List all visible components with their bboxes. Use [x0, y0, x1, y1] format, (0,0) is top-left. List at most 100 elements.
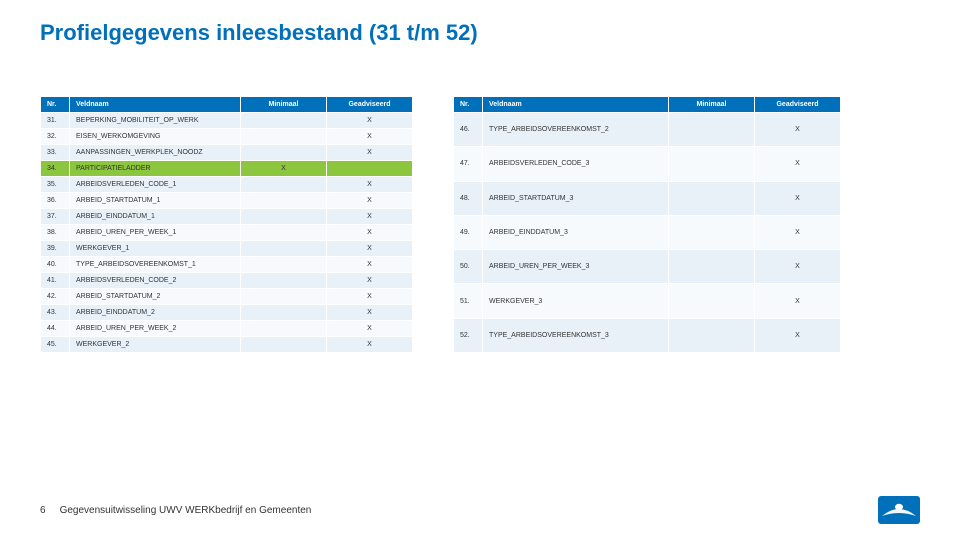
cell-name: WERKGEVER_3: [483, 284, 668, 317]
cell-adv: X: [755, 319, 840, 352]
table-row: 49.ARBEID_EINDDATUM_3X: [454, 216, 840, 249]
cell-nr: 43.: [41, 305, 69, 320]
cell-nr: 41.: [41, 273, 69, 288]
footer-text: Gegevensuitwisseling UWV WERKbedrijf en …: [60, 505, 312, 516]
cell-nr: 50.: [454, 250, 482, 283]
cell-name: TYPE_ARBEIDSOVEREENKOMST_3: [483, 319, 668, 352]
table-row: 36.ARBEID_STARTDATUM_1 X: [41, 193, 412, 208]
cell-name: ARBEIDSVERLEDEN_CODE_3: [483, 147, 668, 180]
cell-adv: X: [327, 145, 412, 160]
cell-min: [241, 209, 326, 224]
table-row: 41.ARBEIDSVERLEDEN_CODE_2 X: [41, 273, 412, 288]
footer: 6 Gegevensuitwisseling UWV WERKbedrijf e…: [40, 496, 920, 524]
table-row: 38.ARBEID_UREN_PER_WEEK_1 X: [41, 225, 412, 240]
cell-adv: X: [755, 182, 840, 215]
cell-min: [241, 113, 326, 128]
cell-name: ARBEID_UREN_PER_WEEK_1: [70, 225, 240, 240]
table-row: 42.ARBEID_STARTDATUM_2X: [41, 289, 412, 304]
cell-min: X: [241, 161, 326, 176]
cell-adv: X: [327, 129, 412, 144]
cell-min: [669, 284, 754, 317]
cell-nr: 52.: [454, 319, 482, 352]
cell-nr: 44.: [41, 321, 69, 336]
table-row: 51.WERKGEVER_3 X: [454, 284, 840, 317]
cell-adv: X: [327, 209, 412, 224]
cell-name: EISEN_WERKOMGEVING: [70, 129, 240, 144]
cell-adv: X: [755, 147, 840, 180]
cell-adv: [327, 161, 412, 176]
table-row: 33.AANPASSINGEN_WERKPLEK_NOODZX: [41, 145, 412, 160]
cell-min: [241, 225, 326, 240]
table-row: 47.ARBEIDSVERLEDEN_CODE_3 X: [454, 147, 840, 180]
cell-nr: 37.: [41, 209, 69, 224]
table-row: 50.ARBEID_UREN_PER_WEEK_3X: [454, 250, 840, 283]
cell-min: [241, 305, 326, 320]
cell-nr: 51.: [454, 284, 482, 317]
cell-min: [241, 193, 326, 208]
cell-adv: X: [327, 113, 412, 128]
cell-nr: 47.: [454, 147, 482, 180]
cell-adv: X: [327, 337, 412, 352]
col-name: Veldnaam: [483, 97, 668, 112]
col-adv: Geadviseerd: [755, 97, 840, 112]
cell-nr: 40.: [41, 257, 69, 272]
cell-nr: 38.: [41, 225, 69, 240]
table-row: 46.TYPE_ARBEIDSOVEREENKOMST_2 X: [454, 113, 840, 146]
cell-name: ARBEID_EINDDATUM_1: [70, 209, 240, 224]
cell-name: ARBEIDSVERLEDEN_CODE_1: [70, 177, 240, 192]
cell-min: [669, 147, 754, 180]
table-row: 40.TYPE_ARBEIDSOVEREENKOMST_1 X: [41, 257, 412, 272]
cell-adv: X: [755, 284, 840, 317]
cell-adv: X: [327, 321, 412, 336]
fields-table-left: Nr. Veldnaam Minimaal Geadviseerd 31.BEP…: [40, 96, 413, 353]
cell-min: [241, 289, 326, 304]
cell-name: ARBEID_UREN_PER_WEEK_3: [483, 250, 668, 283]
cell-min: [241, 241, 326, 256]
uwv-logo-icon: [878, 496, 920, 524]
cell-min: [669, 250, 754, 283]
cell-min: [669, 319, 754, 352]
cell-nr: 49.: [454, 216, 482, 249]
cell-min: [669, 182, 754, 215]
cell-name: PARTICIPATIELADDER: [70, 161, 240, 176]
cell-adv: X: [327, 257, 412, 272]
cell-adv: X: [755, 113, 840, 146]
cell-name: TYPE_ARBEIDSOVEREENKOMST_1: [70, 257, 240, 272]
cell-name: TYPE_ARBEIDSOVEREENKOMST_2: [483, 113, 668, 146]
cell-name: WERKGEVER_1: [70, 241, 240, 256]
table-row: 34.PARTICIPATIELADDERX: [41, 161, 412, 176]
cell-min: [241, 273, 326, 288]
table-row: 39.WERKGEVER_1X: [41, 241, 412, 256]
table-row: 44.ARBEID_UREN_PER_WEEK_2X: [41, 321, 412, 336]
page-title: Profielgegevens inleesbestand (31 t/m 52…: [40, 20, 920, 46]
cell-nr: 33.: [41, 145, 69, 160]
cell-adv: X: [327, 177, 412, 192]
cell-nr: 46.: [454, 113, 482, 146]
cell-name: ARBEID_STARTDATUM_1: [70, 193, 240, 208]
table-row: 35.ARBEIDSVERLEDEN_CODE_1X: [41, 177, 412, 192]
cell-nr: 48.: [454, 182, 482, 215]
cell-adv: X: [327, 273, 412, 288]
table-row: 43.ARBEID_EINDDATUM_2X: [41, 305, 412, 320]
cell-adv: X: [327, 225, 412, 240]
cell-name: ARBEIDSVERLEDEN_CODE_2: [70, 273, 240, 288]
cell-min: [241, 321, 326, 336]
col-min: Minimaal: [669, 97, 754, 112]
cell-min: [669, 113, 754, 146]
cell-nr: 36.: [41, 193, 69, 208]
table-row: 31.BEPERKING_MOBILITEIT_OP_WERKX: [41, 113, 412, 128]
cell-adv: X: [327, 241, 412, 256]
cell-name: ARBEID_EINDDATUM_2: [70, 305, 240, 320]
col-name: Veldnaam: [70, 97, 240, 112]
cell-name: WERKGEVER_2: [70, 337, 240, 352]
cell-adv: X: [327, 193, 412, 208]
cell-min: [669, 216, 754, 249]
cell-name: ARBEID_STARTDATUM_3: [483, 182, 668, 215]
cell-adv: X: [327, 289, 412, 304]
tables-container: Nr. Veldnaam Minimaal Geadviseerd 31.BEP…: [40, 96, 920, 353]
table-row: 45.WERKGEVER_2X: [41, 337, 412, 352]
cell-min: [241, 145, 326, 160]
cell-min: [241, 129, 326, 144]
col-nr: Nr.: [41, 97, 69, 112]
table-row: 37.ARBEID_EINDDATUM_1 X: [41, 209, 412, 224]
